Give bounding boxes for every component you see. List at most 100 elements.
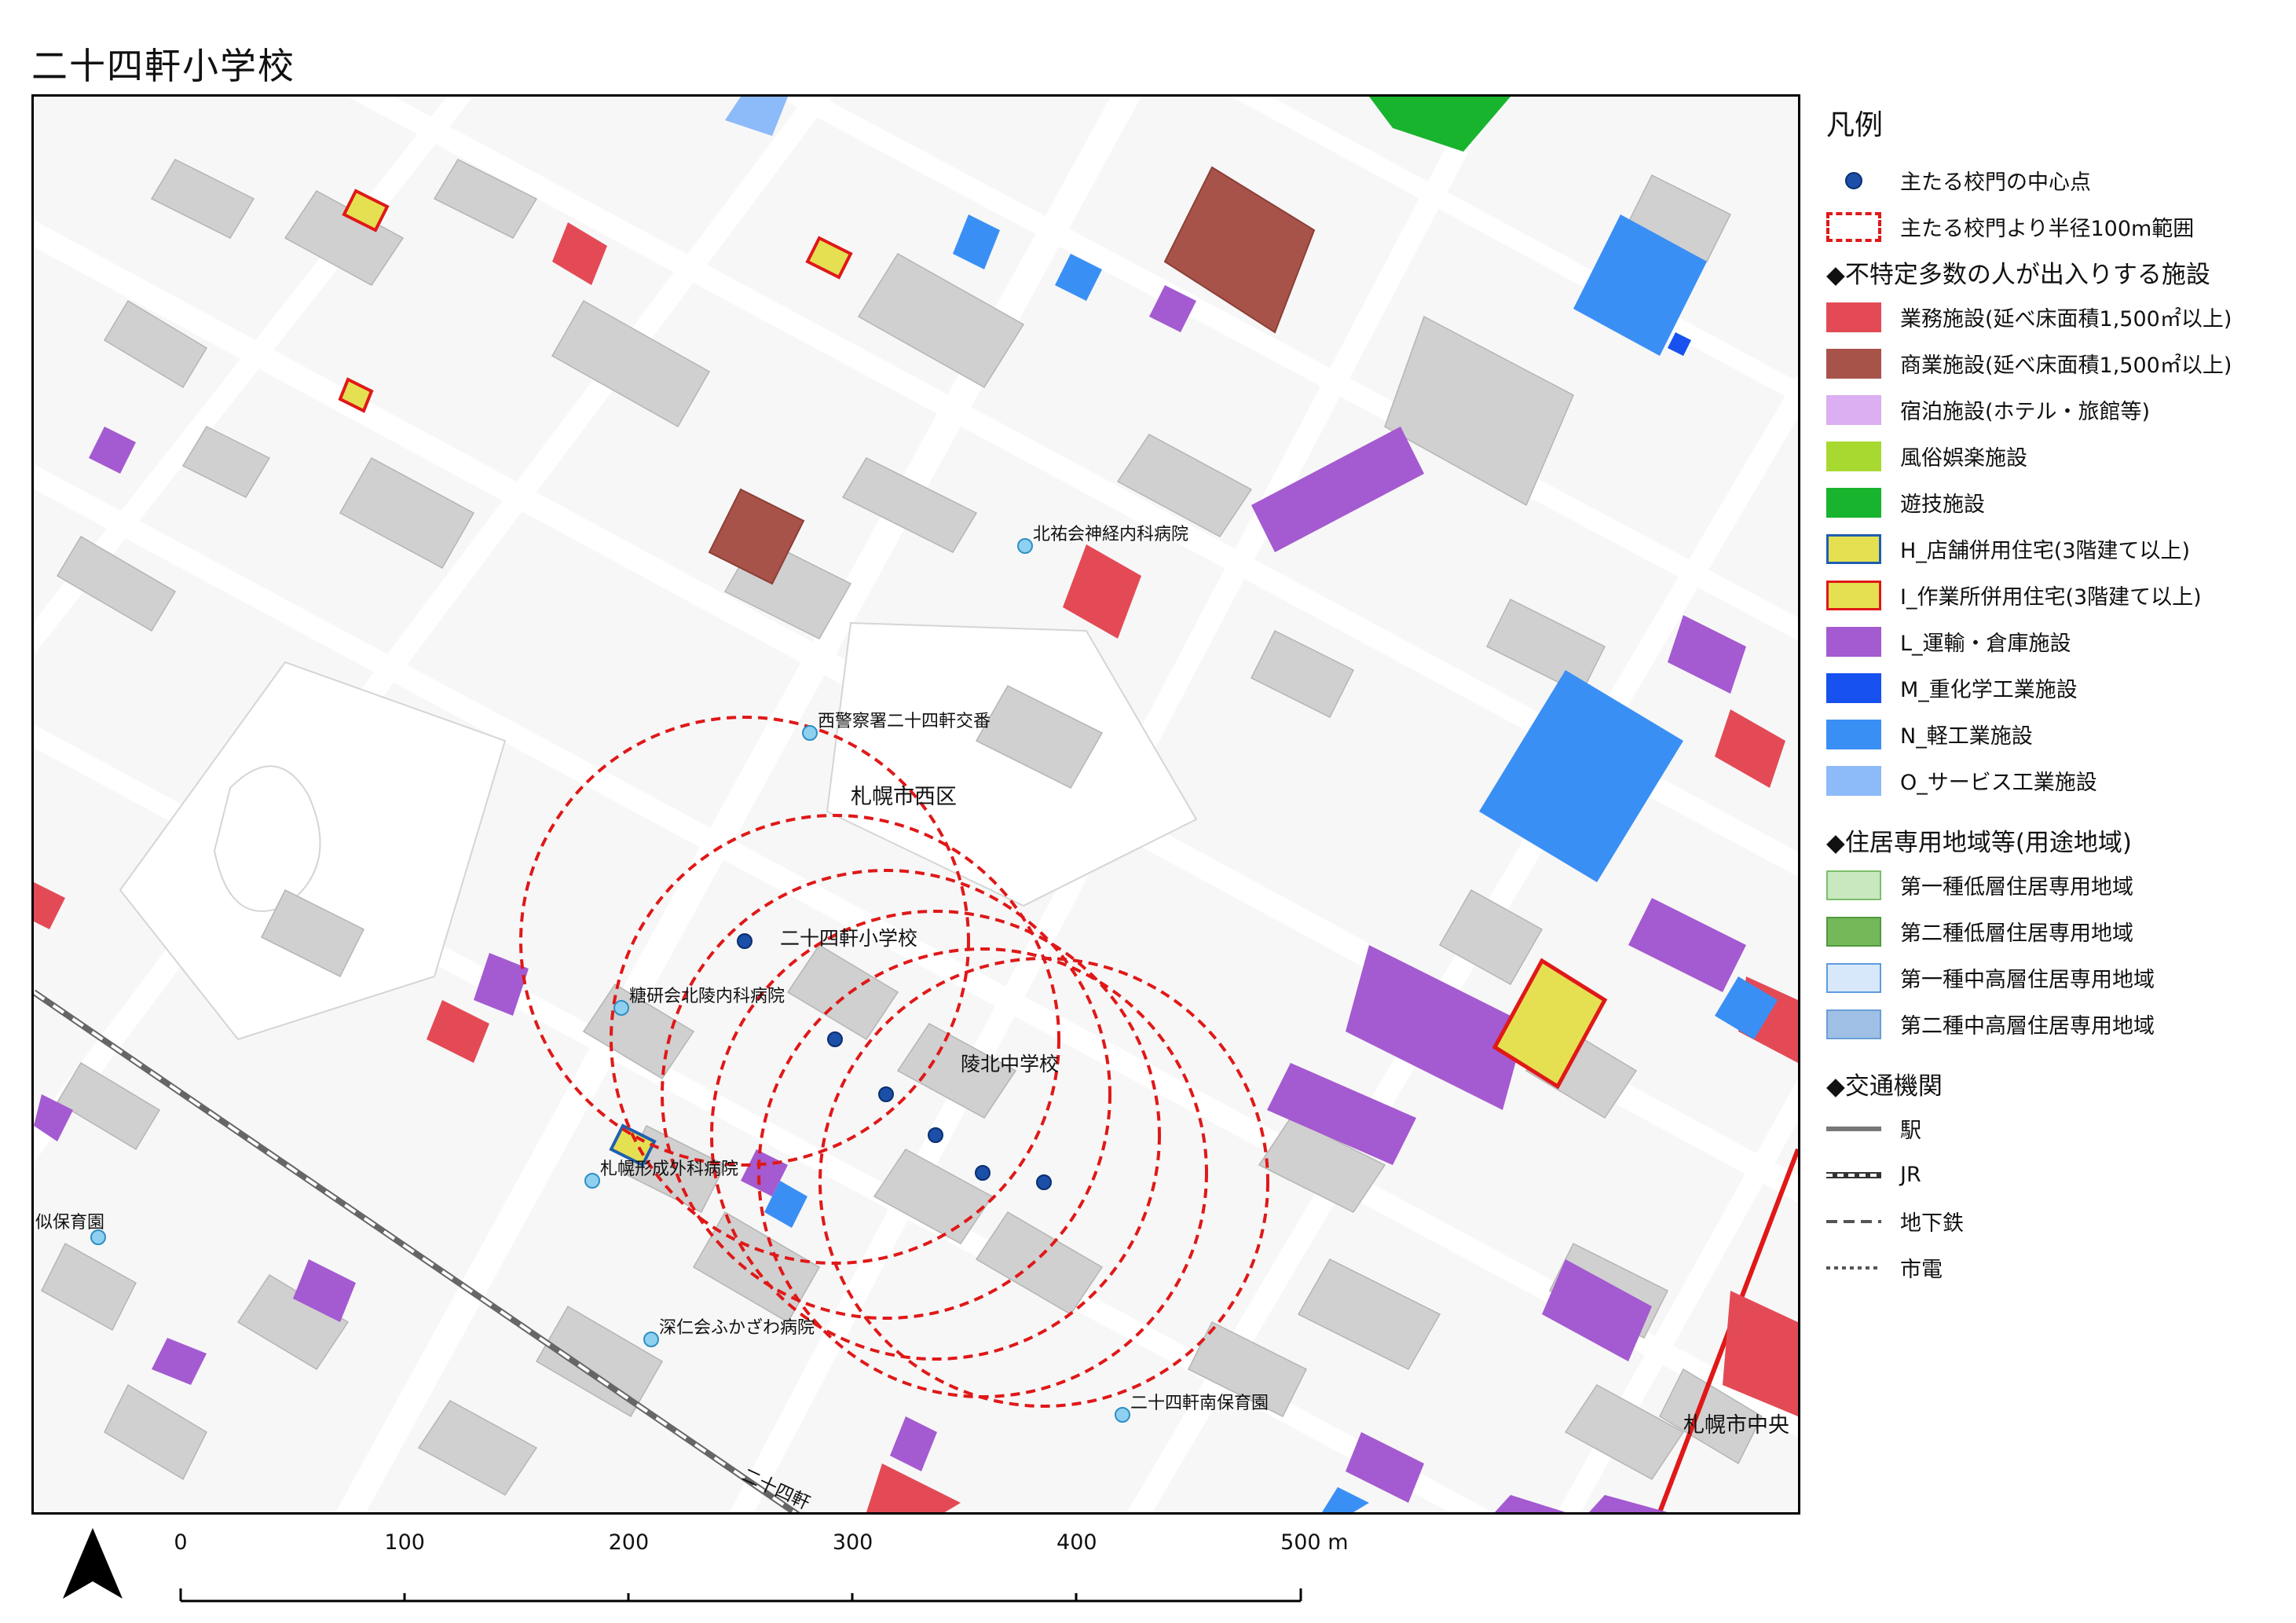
legend-label: 主たる校門の中心点 <box>1900 170 2091 195</box>
school-gate-point[interactable] <box>878 1086 894 1102</box>
legend-swatch <box>1826 1114 1881 1144</box>
scale-tick-label: 0 <box>174 1530 188 1555</box>
legend-label: JR <box>1900 1163 1921 1187</box>
legend-swatch <box>1826 765 1881 796</box>
transport-warehouse <box>1589 1495 1668 1512</box>
legend-row-radius: 主たる校門より半径100m範囲 <box>1826 203 2290 250</box>
business-facility <box>1715 709 1785 788</box>
school-gate-point[interactable] <box>928 1127 943 1143</box>
radius-100m-circle <box>818 957 1269 1408</box>
legend-section-facilities: ◆不特定多数の人が出入りする施設 <box>1826 260 2210 289</box>
legend-swatch <box>1826 580 1881 610</box>
workshop-residence <box>805 236 853 280</box>
light-industry <box>1479 670 1683 882</box>
scale-tick-label: 100 <box>384 1530 425 1555</box>
legend-row: 第一種中高層住居専用地域 <box>1826 954 2290 1001</box>
legend-swatch <box>1826 626 1881 657</box>
nursery-label-left: 似保育園 <box>35 1213 104 1233</box>
legend-label: M_重化学工業施設 <box>1900 678 2078 702</box>
legend-label: 第一種低層住居専用地域 <box>1900 875 2133 899</box>
legend-swatch <box>1826 870 1881 900</box>
map-canvas[interactable]: 北祐会神経内科病院西警察署二十四軒交番糖研会北陵内科病院札幌形成外科病院深仁会ふ… <box>34 97 1798 1512</box>
school-label-junior: 陵北中学校 <box>961 1053 1059 1075</box>
business-facility <box>34 882 65 929</box>
legend-label: 駅 <box>1900 1119 1921 1143</box>
zoning-legend-list: 第一種低層住居専用地域 第二種低層住居専用地域 第一種中高層住居専用地域 第二種中高層… <box>1826 862 2290 1047</box>
legend-label: 第二種低層住居専用地域 <box>1900 921 2133 946</box>
legend-swatch <box>1826 672 1881 703</box>
page-title: 二十四軒小学校 <box>31 45 295 87</box>
legend-row: 駅 <box>1826 1105 2290 1152</box>
facility-point[interactable] <box>90 1229 106 1245</box>
ward-edge-label: 札幌市中央 <box>1683 1413 1789 1438</box>
workshop-residence <box>1492 958 1608 1090</box>
light-industry <box>953 214 1000 269</box>
facility-label: 糖研会北陵内科病院 <box>629 987 785 1006</box>
school-gate-point[interactable] <box>975 1165 991 1181</box>
legend-label: 宿泊施設(ホテル・旅館等) <box>1900 400 2151 424</box>
scale-tick-label: 400 <box>1056 1530 1097 1555</box>
legend: 凡例 主たる校門の中心点 主たる校門より半径100m範囲 ◆不特定多数の人が出入… <box>1826 102 2290 1291</box>
legend-label: 地下鉄 <box>1900 1211 1964 1236</box>
legend-row-gate: 主たる校門の中心点 <box>1826 157 2290 203</box>
legend-row: JR <box>1826 1152 2290 1198</box>
facility-point[interactable] <box>1115 1407 1130 1423</box>
building-footprints <box>41 159 1763 1496</box>
school-label-primary: 二十四軒小学校 <box>780 927 917 950</box>
school-gate-point[interactable] <box>1036 1174 1052 1190</box>
scale-line <box>179 1588 1302 1603</box>
facility-layer <box>34 97 1798 1512</box>
legend-swatch <box>1826 533 1881 564</box>
business-facility <box>1063 544 1141 639</box>
legend-row: 地下鉄 <box>1826 1198 2290 1244</box>
legend-row: L_運輸・倉庫施設 <box>1826 618 2290 665</box>
radius-100m-circle <box>710 910 1161 1361</box>
business-facility <box>1723 1291 1798 1416</box>
facility-point[interactable] <box>1017 538 1033 554</box>
legend-swatch <box>1826 348 1881 379</box>
legend-label: 業務施設(延べ床面積1,500㎡以上) <box>1900 307 2232 332</box>
legend-row: 第一種低層住居専用地域 <box>1826 862 2290 908</box>
school-gate-point[interactable] <box>737 933 753 949</box>
legend-row: 第二種中高層住居専用地域 <box>1826 1001 2290 1047</box>
facility-point[interactable] <box>802 725 818 741</box>
facility-point[interactable] <box>613 1000 629 1016</box>
facility-label: 二十四軒南保育園 <box>1130 1394 1269 1413</box>
scale-tick-label: 500 m <box>1280 1530 1349 1555</box>
map-frame[interactable]: 北祐会神経内科病院 西警察署二十四軒交番 糖研会北陵内科病院 札幌形成外科病院 深仁会ふ… <box>31 94 1800 1515</box>
light-industry <box>1322 1487 1369 1512</box>
transport-warehouse <box>89 427 136 474</box>
legend-row: N_軽工業施設 <box>1826 711 2290 757</box>
radius-100m-circle <box>519 716 970 1167</box>
transport-warehouse <box>1149 285 1196 332</box>
legend-swatch <box>1826 1160 1881 1190</box>
legend-swatch <box>1826 487 1881 518</box>
legend-swatch <box>1826 719 1881 749</box>
legend-row: H_店舗併用住宅(3階建て以上) <box>1826 526 2290 572</box>
legend-label: 第二種中高層住居専用地域 <box>1900 1014 2155 1039</box>
transport-warehouse <box>1542 1259 1652 1361</box>
recreation-facility <box>1369 97 1511 152</box>
ward-label: 札幌市西区 <box>851 785 957 809</box>
facility-point[interactable] <box>643 1332 659 1347</box>
legend-swatch <box>1826 962 1881 993</box>
legend-label: L_運輸・倉庫施設 <box>1900 632 2071 656</box>
legend-row: 商業施設(延べ床面積1,500㎡以上) <box>1826 340 2290 387</box>
legend-swatch <box>1826 1207 1881 1236</box>
facility-point[interactable] <box>584 1173 600 1189</box>
legend-label: 市電 <box>1900 1258 1943 1282</box>
legend-label: 第一種中高層住居専用地域 <box>1900 968 2155 992</box>
legend-row: M_重化学工業施設 <box>1826 665 2290 711</box>
business-facility <box>427 1000 489 1063</box>
service-industry <box>725 97 788 136</box>
legend-section-transport: ◆交通機関 <box>1826 1072 1943 1101</box>
legend-label: O_サービス工業施設 <box>1900 771 2097 795</box>
legend-row: 第二種低層住居専用地域 <box>1826 908 2290 954</box>
facility-legend-list: 業務施設(延べ床面積1,500㎡以上) 商業施設(延べ床面積1,500㎡以上) 宿泊… <box>1826 294 2290 804</box>
legend-label: N_軽工業施設 <box>1900 724 2033 749</box>
transport-warehouse <box>34 1094 73 1141</box>
legend-swatch <box>1826 916 1881 947</box>
school-gate-point[interactable] <box>827 1031 843 1047</box>
commercial-facility <box>708 488 805 585</box>
legend-title: 凡例 <box>1826 109 1884 141</box>
